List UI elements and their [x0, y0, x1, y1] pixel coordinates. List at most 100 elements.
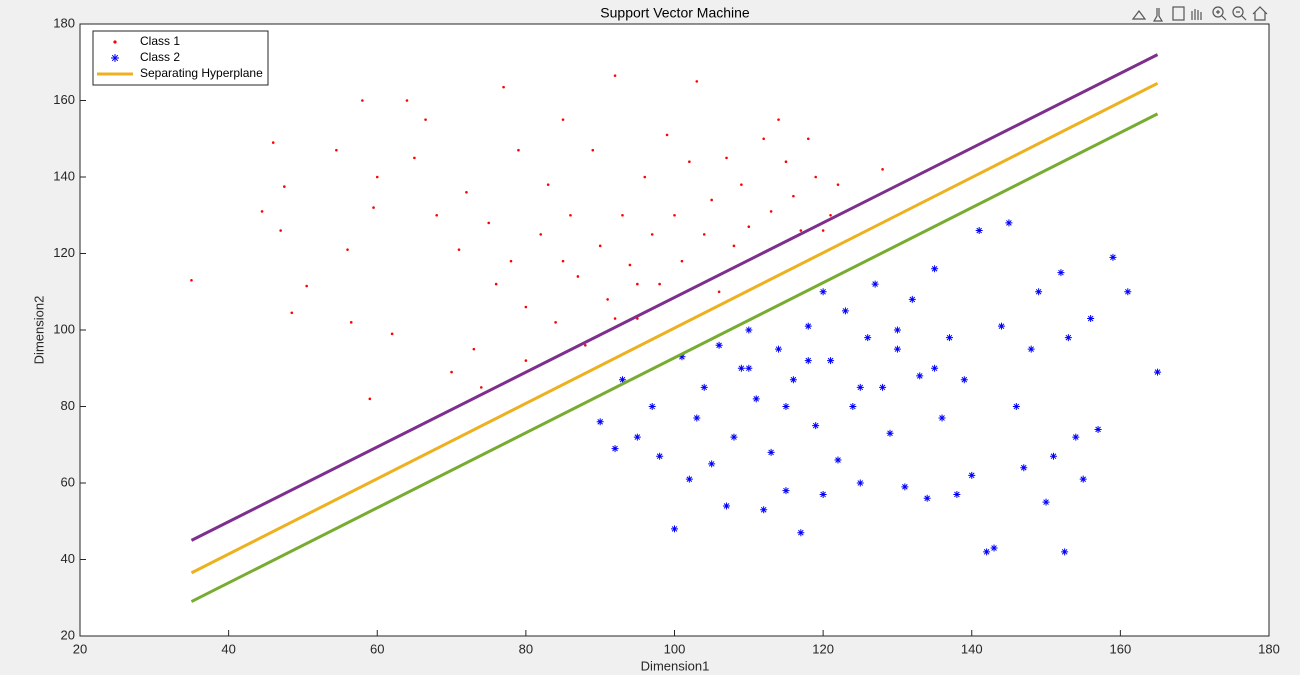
x-tick-label: 100	[664, 641, 686, 656]
rotate-icon[interactable]	[1172, 6, 1185, 21]
legend-swatch	[113, 40, 117, 44]
point	[643, 175, 647, 179]
point	[821, 229, 825, 232]
line	[190, 81, 1159, 575]
point	[472, 347, 476, 351]
point	[804, 322, 812, 330]
point	[737, 364, 745, 372]
point	[782, 403, 790, 410]
point	[1035, 288, 1043, 296]
y-tick-label: 180	[53, 15, 75, 30]
point	[700, 383, 708, 391]
point	[782, 487, 790, 495]
point	[717, 290, 721, 294]
point	[479, 386, 483, 389]
zoom-in-icon[interactable]	[1212, 6, 1224, 18]
point	[375, 175, 379, 179]
point	[524, 359, 528, 362]
x-tick-label: 140	[961, 641, 983, 656]
zoom-in-glyph	[1216, 10, 1227, 21]
point	[745, 326, 753, 334]
y-tick-label: 160	[53, 92, 75, 107]
point	[539, 233, 543, 236]
point	[745, 364, 753, 372]
point	[435, 213, 439, 217]
point	[797, 529, 805, 537]
point	[806, 137, 810, 141]
point	[812, 422, 820, 430]
point	[680, 259, 684, 263]
home-icon[interactable]	[1252, 6, 1268, 21]
point	[349, 321, 353, 324]
point	[960, 376, 968, 384]
point	[881, 168, 884, 171]
point	[702, 233, 706, 236]
point	[636, 282, 639, 286]
point	[945, 334, 953, 342]
point	[1109, 253, 1117, 261]
zoom-out-glyph	[1236, 11, 1247, 21]
legend-swatch	[111, 54, 119, 62]
point	[656, 452, 664, 460]
point	[671, 525, 678, 533]
point	[611, 445, 619, 453]
point	[804, 357, 812, 365]
point	[819, 288, 827, 296]
point	[829, 213, 832, 217]
point	[678, 353, 686, 361]
point	[893, 345, 901, 353]
point	[841, 307, 849, 315]
point	[1064, 334, 1072, 342]
point	[621, 213, 624, 217]
point	[1072, 433, 1080, 441]
point	[271, 141, 275, 144]
line	[190, 112, 1159, 603]
point	[450, 370, 453, 374]
legend-label: Class 2	[140, 50, 180, 64]
point	[856, 383, 864, 391]
point	[648, 403, 656, 410]
point	[893, 326, 901, 334]
point	[849, 403, 857, 410]
y-tick-label: 20	[61, 627, 75, 642]
point	[723, 502, 731, 510]
point	[777, 118, 780, 121]
point	[372, 206, 375, 209]
point	[775, 345, 783, 353]
brush-icon[interactable]	[1131, 10, 1147, 20]
point	[923, 494, 931, 502]
point	[658, 282, 661, 286]
point	[767, 448, 775, 456]
point	[730, 433, 738, 441]
point	[732, 244, 736, 248]
legend: Class 1 Class 2 Separating Hyperplane	[92, 30, 269, 86]
point	[673, 213, 676, 217]
point	[856, 479, 864, 487]
point	[931, 265, 939, 273]
point	[613, 317, 617, 320]
point	[279, 229, 282, 232]
point	[990, 544, 998, 552]
point	[1079, 475, 1087, 483]
legend-label: Separating Hyperplane	[140, 66, 263, 80]
toolbar[interactable]	[1131, 6, 1268, 22]
point	[997, 322, 1005, 330]
pan-icon[interactable]	[1191, 9, 1202, 20]
datatip-icon[interactable]	[1152, 8, 1164, 22]
point	[725, 156, 728, 160]
point	[864, 334, 872, 342]
point	[968, 471, 976, 479]
point	[693, 414, 701, 422]
point	[1124, 288, 1132, 296]
point	[598, 244, 602, 248]
point	[509, 259, 513, 263]
point	[908, 295, 916, 303]
x-axis-label: Dimension1	[641, 658, 710, 673]
zoom-out-icon[interactable]	[1232, 6, 1244, 18]
point	[524, 305, 528, 309]
point	[762, 137, 765, 141]
y-tick-label: 80	[61, 398, 75, 413]
point	[1094, 425, 1102, 433]
point	[901, 483, 909, 491]
